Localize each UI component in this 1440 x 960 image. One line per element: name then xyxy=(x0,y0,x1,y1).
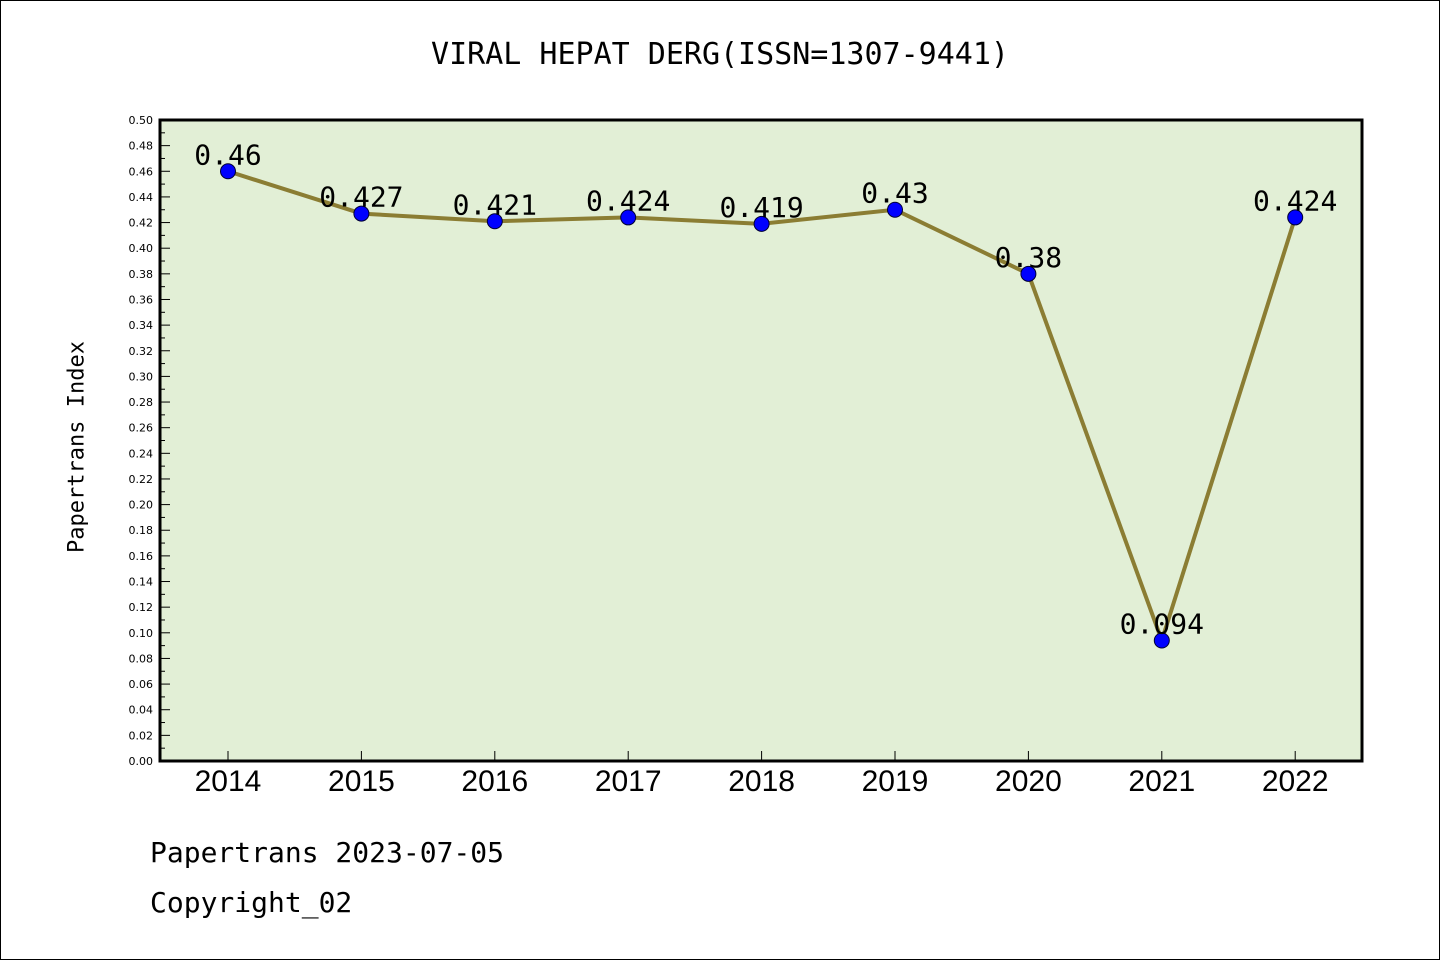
y-tick-label: 0.48 xyxy=(129,140,154,153)
x-tick-label: 2016 xyxy=(461,765,528,798)
footer-date-text: Papertrans 2023-07-05 xyxy=(150,836,505,869)
y-tick-label: 0.20 xyxy=(129,499,154,512)
chart-title: VIRAL HEPAT DERG(ISSN=1307-9441) xyxy=(431,37,1009,72)
data-label: 0.094 xyxy=(1120,607,1204,640)
y-tick-label: 0.12 xyxy=(129,601,154,614)
data-label: 0.419 xyxy=(719,191,803,224)
y-tick-label: 0.24 xyxy=(129,447,154,460)
y-tick-label: 0.36 xyxy=(129,293,154,306)
y-tick-label: 0.16 xyxy=(129,550,154,563)
data-label: 0.38 xyxy=(995,241,1062,274)
data-label: 0.46 xyxy=(194,138,261,171)
x-tick-label: 2021 xyxy=(1128,765,1195,798)
x-tick-label: 2018 xyxy=(728,765,795,798)
x-tick-label: 2020 xyxy=(995,765,1062,798)
y-tick-label: 0.44 xyxy=(129,191,154,204)
data-label: 0.427 xyxy=(319,181,403,214)
y-tick-label: 0.50 xyxy=(129,114,154,127)
x-tick-label: 2019 xyxy=(862,765,929,798)
y-tick-label: 0.26 xyxy=(129,422,154,435)
y-tick-label: 0.10 xyxy=(129,627,154,640)
x-tick-label: 2014 xyxy=(195,765,262,798)
y-tick-label: 0.08 xyxy=(129,652,154,665)
y-tick-label: 0.46 xyxy=(129,165,154,178)
y-tick-label: 0.28 xyxy=(129,396,154,409)
y-tick-label: 0.42 xyxy=(129,217,154,230)
x-tick-label: 2015 xyxy=(328,765,395,798)
data-label: 0.424 xyxy=(1253,184,1337,217)
data-point-marker xyxy=(753,215,770,232)
y-tick-label: 0.00 xyxy=(129,755,154,768)
data-point-marker xyxy=(486,213,503,230)
y-tick-label: 0.18 xyxy=(129,524,154,537)
data-point-marker xyxy=(1153,632,1170,649)
data-label: 0.421 xyxy=(453,188,537,221)
y-tick-label: 0.06 xyxy=(129,678,154,691)
data-point-marker xyxy=(220,163,236,180)
y-tick-label: 0.22 xyxy=(129,473,154,486)
x-tick-label: 2022 xyxy=(1262,765,1329,798)
data-label: 0.424 xyxy=(586,184,670,217)
y-tick-label: 0.14 xyxy=(129,576,154,589)
data-point-marker xyxy=(1287,209,1304,226)
y-tick-label: 0.04 xyxy=(129,704,154,717)
footer-copyright-text: Copyright_02 xyxy=(150,886,353,919)
x-tick-label: 2017 xyxy=(595,765,662,798)
y-tick-label: 0.40 xyxy=(129,242,154,255)
data-point-marker xyxy=(887,201,903,218)
data-label: 0.43 xyxy=(861,177,928,210)
y-tick-label: 0.38 xyxy=(129,268,154,281)
data-point-marker xyxy=(620,209,637,226)
y-tick-label: 0.30 xyxy=(129,370,154,383)
data-point-marker xyxy=(1020,265,1037,282)
y-tick-label: 0.32 xyxy=(129,345,154,358)
data-point-marker xyxy=(353,205,370,222)
y-tick-label: 0.02 xyxy=(129,729,154,742)
y-tick-label: 0.34 xyxy=(129,319,154,332)
